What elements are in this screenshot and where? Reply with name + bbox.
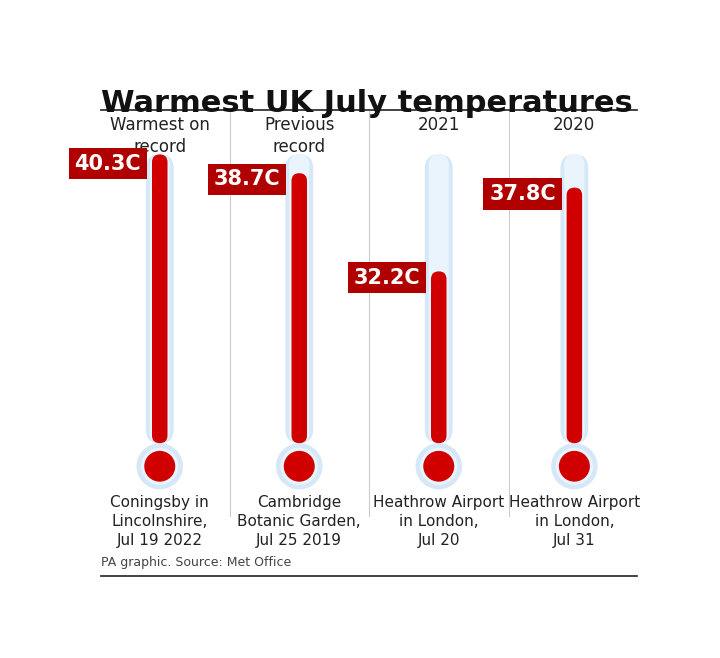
- Circle shape: [144, 451, 175, 482]
- Text: Cambridge
Botanic Garden,
Jul 25 2019: Cambridge Botanic Garden, Jul 25 2019: [238, 495, 361, 548]
- FancyBboxPatch shape: [428, 155, 449, 443]
- Circle shape: [141, 448, 179, 485]
- Circle shape: [559, 451, 590, 482]
- FancyBboxPatch shape: [564, 155, 585, 443]
- FancyBboxPatch shape: [152, 155, 168, 443]
- Text: Warmest UK July temperatures: Warmest UK July temperatures: [101, 89, 633, 118]
- FancyBboxPatch shape: [425, 155, 453, 443]
- Text: 32.2C: 32.2C: [354, 268, 420, 288]
- Text: Warmest on
record: Warmest on record: [110, 116, 210, 156]
- Text: Heathrow Airport
in London,
Jul 31: Heathrow Airport in London, Jul 31: [509, 495, 640, 548]
- Circle shape: [551, 443, 598, 490]
- Circle shape: [423, 451, 454, 482]
- Circle shape: [556, 448, 593, 485]
- Text: Previous
record: Previous record: [264, 116, 335, 156]
- FancyBboxPatch shape: [150, 155, 170, 443]
- Text: 2021: 2021: [418, 116, 460, 134]
- Text: 38.7C: 38.7C: [214, 169, 281, 190]
- Circle shape: [284, 451, 315, 482]
- Circle shape: [276, 443, 323, 490]
- FancyBboxPatch shape: [285, 155, 313, 443]
- FancyBboxPatch shape: [560, 155, 588, 443]
- Text: 40.3C: 40.3C: [75, 154, 141, 174]
- Circle shape: [137, 443, 183, 490]
- FancyBboxPatch shape: [292, 173, 307, 443]
- FancyBboxPatch shape: [567, 188, 582, 443]
- Circle shape: [415, 443, 462, 490]
- FancyBboxPatch shape: [145, 155, 174, 443]
- Circle shape: [420, 448, 457, 485]
- Text: 37.8C: 37.8C: [489, 184, 556, 204]
- Text: Heathrow Airport
in London,
Jul 20: Heathrow Airport in London, Jul 20: [373, 495, 505, 548]
- Text: Coningsby in
Lincolnshire,
Jul 19 2022: Coningsby in Lincolnshire, Jul 19 2022: [110, 495, 209, 548]
- Circle shape: [281, 448, 318, 485]
- FancyBboxPatch shape: [289, 155, 310, 443]
- Text: PA graphic. Source: Met Office: PA graphic. Source: Met Office: [101, 555, 291, 569]
- Text: 2020: 2020: [553, 116, 595, 134]
- FancyBboxPatch shape: [431, 271, 446, 443]
